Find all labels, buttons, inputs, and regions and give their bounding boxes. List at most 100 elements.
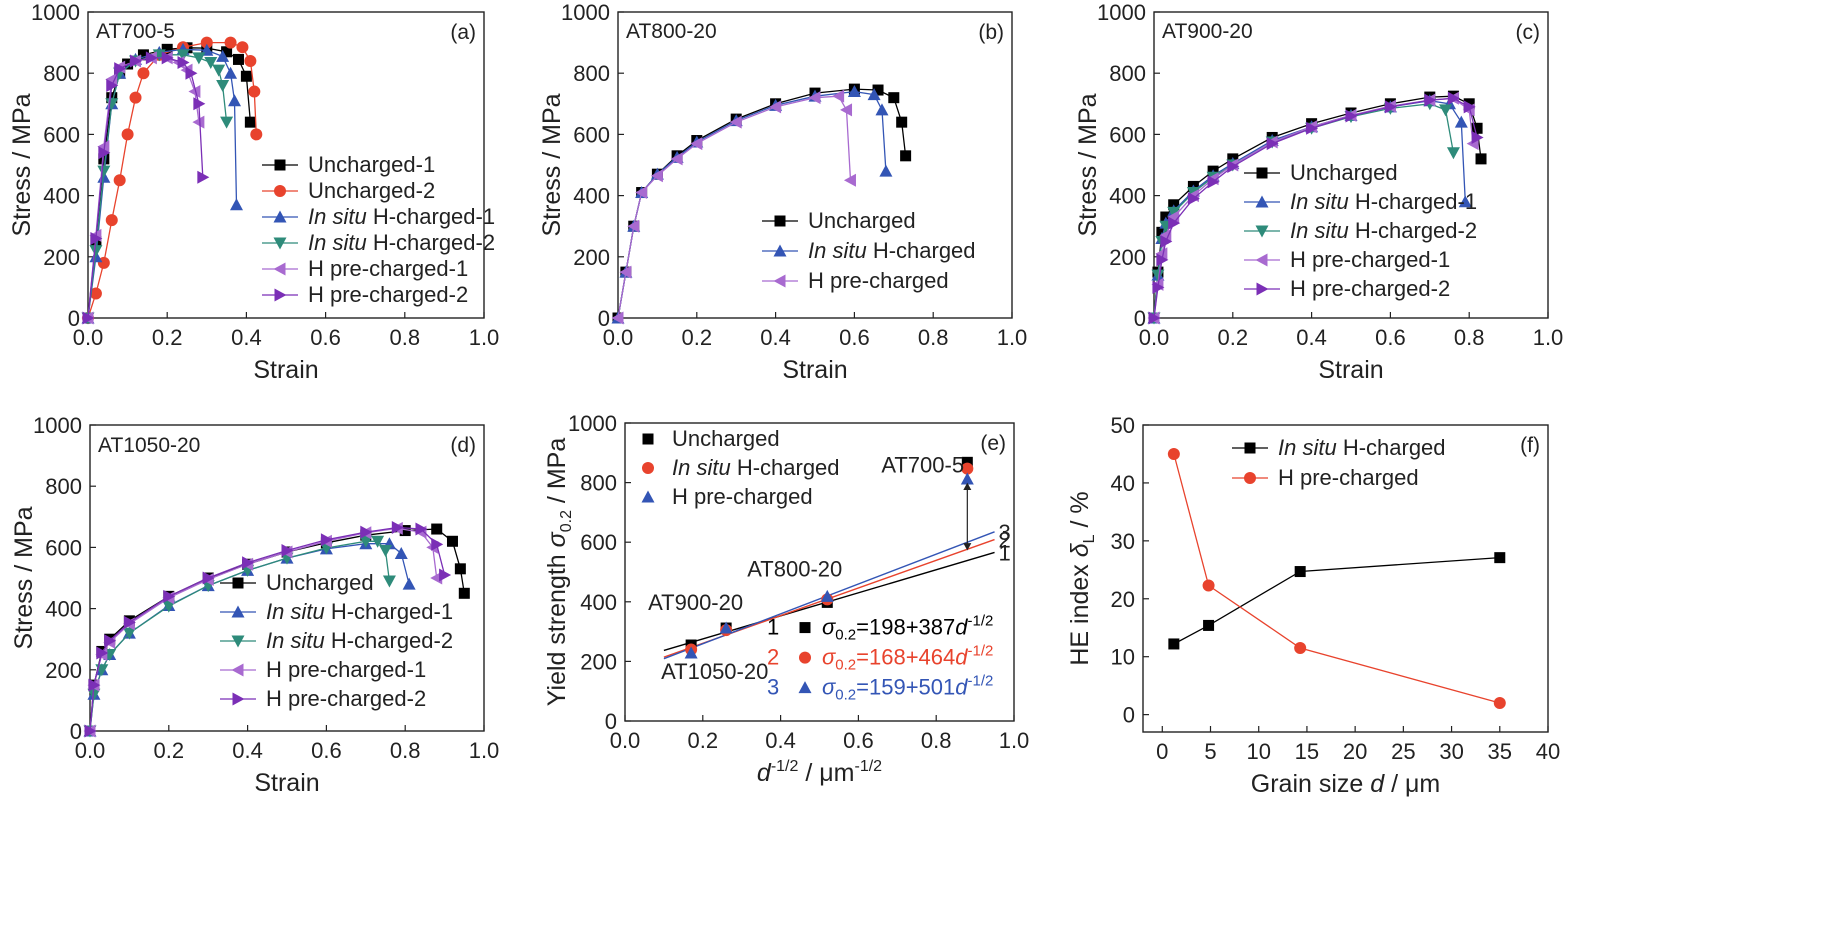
legend-marker xyxy=(773,274,786,288)
fit-line-number: 1 xyxy=(999,540,1011,565)
data-point xyxy=(1152,280,1165,294)
x-axis-label: Strain xyxy=(782,356,847,384)
legend-label-text: Uncharged xyxy=(808,208,916,233)
legend-item: Uncharged xyxy=(642,426,780,451)
panel-b: 0.0 0.2 0.4 0.6 0.8 1.0 0 200 400 600 800 1000 Strai… xyxy=(538,0,1027,384)
legend-label-text: H-charged-1 xyxy=(325,599,453,624)
legend-label: Uncharged xyxy=(266,570,374,595)
series-in-situ-h-charged-2 xyxy=(81,49,234,325)
legend-marker xyxy=(232,692,245,706)
legend-label: Uncharged xyxy=(1290,160,1398,185)
point-label: AT1050-20 xyxy=(661,659,768,684)
sample-label: AT800-20 xyxy=(626,20,717,43)
legend-label-text: H-charged-1 xyxy=(367,204,495,229)
panel-d: 0.0 0.2 0.4 0.6 0.8 1.0 0 200 400 600 800 1000 Strai… xyxy=(10,413,499,797)
legend-label: H pre-charged-1 xyxy=(1290,247,1450,272)
series-line xyxy=(1173,453,1500,704)
data-point xyxy=(320,533,333,547)
data-point xyxy=(1266,137,1279,151)
x-axis-label-text: Grain size xyxy=(1251,770,1370,798)
legend-label-text: H-charged-1 xyxy=(1349,189,1477,214)
x-tick-label: 0.0 xyxy=(73,325,104,350)
legend-label: H pre-charged xyxy=(672,484,813,509)
x-tick-label: 1.0 xyxy=(997,325,1028,350)
panel-label: (c) xyxy=(1516,21,1541,44)
legend-marker xyxy=(1244,442,1256,454)
legend-item: In situ H-charged xyxy=(1232,435,1446,460)
data-point xyxy=(867,88,881,101)
x-tick-label: 25 xyxy=(1391,739,1415,764)
data-point xyxy=(228,94,242,107)
y-axis-label: HE index δL / % xyxy=(1066,491,1098,665)
data-point xyxy=(402,577,416,590)
legend-marker xyxy=(642,433,654,445)
data-point xyxy=(185,66,198,80)
data-point xyxy=(1475,153,1487,165)
x-axis-label-unit: / μm xyxy=(1384,770,1440,798)
y-tick-label: 1000 xyxy=(1097,0,1146,25)
fit-equation-2: 2 σ0.2=168+464d-1/2 xyxy=(767,643,993,674)
legend-marker xyxy=(231,605,245,618)
legend-label: H pre-charged-1 xyxy=(266,657,426,682)
data-point xyxy=(769,100,782,114)
legend-label-text: H pre-charged xyxy=(808,268,949,293)
legend-marker xyxy=(273,262,286,276)
y-tick-label: 1000 xyxy=(561,0,610,25)
x-axis-label: Strain xyxy=(253,356,318,384)
legend-label: In situ H-charged xyxy=(808,238,976,263)
data-point xyxy=(113,174,126,187)
data-point xyxy=(162,600,176,613)
legend-label: In situ H-charged-1 xyxy=(1290,189,1477,214)
y-tick-label: 600 xyxy=(43,122,80,147)
data-point xyxy=(1294,566,1306,578)
sample-label: AT1050-20 xyxy=(98,434,200,457)
legend-label: H pre-charged-1 xyxy=(308,256,468,281)
data-point xyxy=(1187,192,1200,206)
panel-e: 0.0 0.2 0.4 0.6 0.8 1.002004006008001000d-1/2… xyxy=(543,411,1029,787)
legend-marker xyxy=(1256,282,1269,296)
data-point xyxy=(360,525,373,539)
x-tick-label: 1.0 xyxy=(999,728,1030,753)
data-point xyxy=(399,525,411,537)
data-point xyxy=(82,311,95,325)
plot-frame xyxy=(89,424,485,732)
x-tick-label: 0.8 xyxy=(921,728,952,753)
data-point xyxy=(446,535,458,547)
legend-item: H pre-charged xyxy=(641,484,813,509)
legend-marker xyxy=(274,159,286,171)
data-point xyxy=(197,170,210,184)
y-tick-label: 200 xyxy=(580,649,617,674)
legend-label-text: H-charged-2 xyxy=(1349,218,1477,243)
data-point xyxy=(1207,175,1220,189)
data-point xyxy=(221,46,233,58)
data-point xyxy=(281,543,294,557)
equation-body: =198+387 xyxy=(856,615,955,640)
x-tick-label: 0.8 xyxy=(1454,325,1485,350)
legend-item: Uncharged xyxy=(1244,160,1398,185)
x-axis-label-symbol: d xyxy=(1370,770,1385,798)
plot-frame xyxy=(617,11,1013,319)
data-point xyxy=(670,152,683,166)
legend-item: H pre-charged-2 xyxy=(262,282,468,307)
legend-label-italic: In situ xyxy=(1278,435,1337,460)
data-point xyxy=(161,43,173,55)
legend-label-italic: In situ xyxy=(266,599,325,624)
data-point xyxy=(106,78,119,92)
legend-marker xyxy=(273,210,287,223)
legend-label: Uncharged xyxy=(672,426,780,451)
legend-label-italic: In situ xyxy=(672,455,731,480)
equation-body: =159+501 xyxy=(856,675,955,700)
y-axis-label: Yield strength σ0.2 / MPa xyxy=(543,438,575,707)
series-line xyxy=(1173,556,1500,645)
data-point xyxy=(896,116,908,128)
legend-label-text: H pre-charged xyxy=(1278,465,1419,490)
data-point xyxy=(1306,121,1319,135)
legend-item: In situ H-charged-2 xyxy=(1244,218,1477,243)
fit-equation-number: 2 xyxy=(767,645,779,670)
data-point xyxy=(1494,552,1506,564)
fit-equation: σ0.2=198+387d-1/2 xyxy=(822,613,993,644)
legend-label-italic: In situ xyxy=(1290,218,1349,243)
y-tick-label: 200 xyxy=(45,658,82,683)
plot-frame xyxy=(87,11,485,319)
data-point xyxy=(216,49,230,62)
